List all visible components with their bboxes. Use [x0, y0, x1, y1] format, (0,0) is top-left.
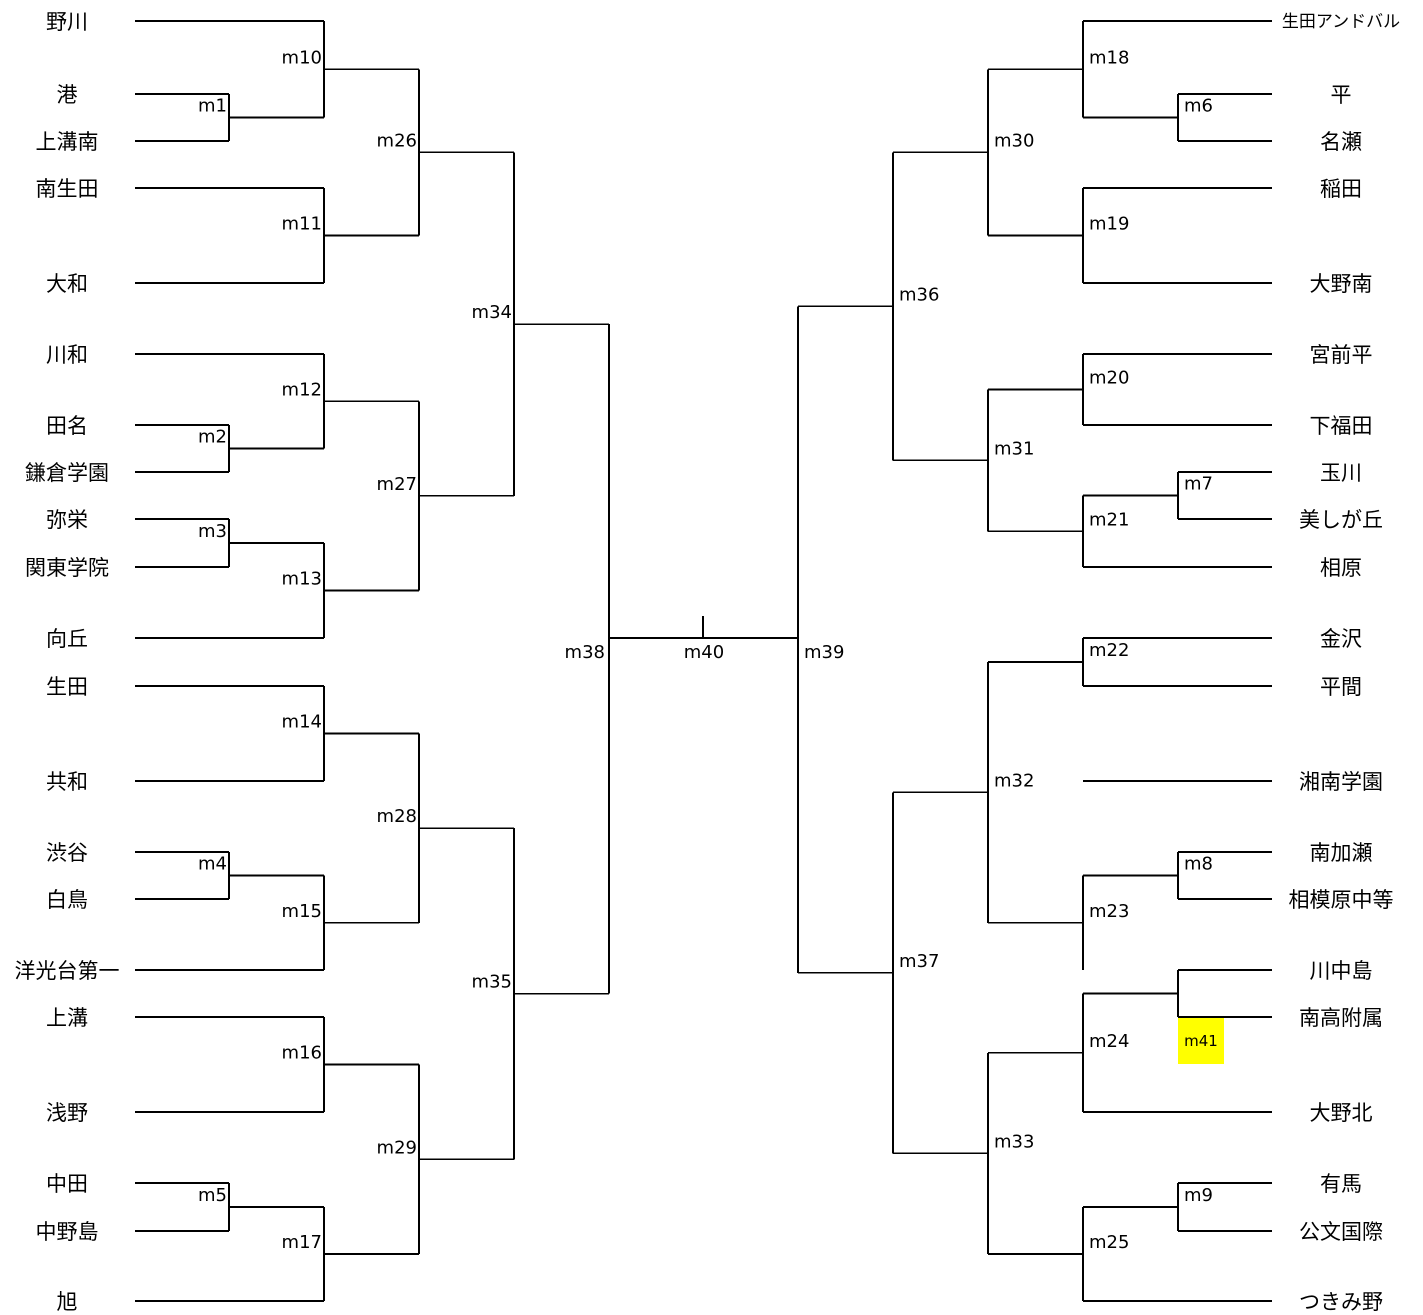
match-label-m41: m41: [1184, 1032, 1218, 1050]
match-label-m27: m27: [377, 474, 417, 495]
team-name-right: 金沢: [1320, 627, 1362, 651]
match-label-m16: m16: [282, 1043, 322, 1064]
team-name-right: 生田アンドバル: [1282, 12, 1400, 32]
team-name-left: 大和: [46, 272, 88, 296]
match-label-m30: m30: [994, 130, 1034, 151]
match-label-m36: m36: [899, 284, 939, 305]
team-name-left: 向丘: [46, 627, 88, 651]
team-name-right: 南加瀬: [1310, 841, 1373, 865]
match-label-m20: m20: [1089, 368, 1129, 389]
match-label-m26: m26: [377, 130, 417, 151]
bracket-labels: 野川港上溝南南生田大和川和田名鎌倉学園弥栄関東学院向丘生田共和渋谷白鳥洋光台第一…: [15, 10, 1401, 1314]
team-name-left: 旭: [57, 1290, 78, 1314]
team-name-left: 南生田: [36, 177, 99, 201]
team-name-right: 宮前平: [1310, 343, 1373, 367]
match-label-m21: m21: [1089, 509, 1129, 530]
team-name-right: 川中島: [1310, 959, 1373, 983]
team-name-left: 弥栄: [46, 508, 88, 532]
team-name-right: 平間: [1320, 675, 1362, 699]
match-label-m39: m39: [804, 642, 844, 663]
team-name-right: 公文国際: [1299, 1220, 1383, 1244]
team-name-left: 渋谷: [46, 841, 88, 865]
team-name-right: 美しが丘: [1299, 508, 1383, 532]
team-name-right: 稲田: [1320, 177, 1362, 201]
match-label-m40: m40: [684, 642, 724, 663]
match-label-m25: m25: [1089, 1232, 1129, 1253]
match-label-m28: m28: [377, 806, 417, 827]
match-label-m6: m6: [1184, 96, 1213, 117]
team-name-right: 大野南: [1310, 272, 1373, 296]
match-label-m9: m9: [1184, 1185, 1213, 1206]
team-name-left: 川和: [46, 343, 88, 367]
team-name-right: 南高附属: [1299, 1006, 1383, 1030]
match-label-m14: m14: [282, 712, 322, 733]
team-name-left: 関東学院: [25, 556, 109, 580]
match-label-m11: m11: [282, 214, 322, 235]
match-label-m8: m8: [1184, 854, 1213, 875]
team-name-right: 有馬: [1320, 1172, 1362, 1196]
match-label-m12: m12: [282, 379, 322, 400]
team-name-left: 中野島: [36, 1220, 99, 1244]
match-label-m34: m34: [472, 302, 512, 323]
team-name-left: 生田: [46, 675, 88, 699]
match-label-m7: m7: [1184, 474, 1213, 495]
match-label-m17: m17: [282, 1232, 322, 1253]
team-name-right: 玉川: [1320, 461, 1362, 485]
match-label-m29: m29: [377, 1137, 417, 1158]
match-label-m31: m31: [994, 438, 1034, 459]
team-name-right: つきみ野: [1299, 1290, 1383, 1314]
match-label-m24: m24: [1089, 1031, 1129, 1052]
team-name-right: 相原: [1320, 556, 1362, 580]
match-label-m4: m4: [198, 854, 227, 875]
team-name-right: 名瀬: [1320, 130, 1362, 154]
match-label-m37: m37: [899, 951, 939, 972]
match-label-m18: m18: [1089, 47, 1129, 68]
match-label-m10: m10: [282, 47, 322, 68]
team-name-left: 白鳥: [46, 888, 88, 912]
team-name-left: 共和: [46, 770, 88, 794]
team-name-left: 上溝: [46, 1006, 88, 1030]
team-name-left: 田名: [46, 414, 88, 438]
team-name-left: 上溝南: [36, 130, 99, 154]
match-label-m19: m19: [1089, 214, 1129, 235]
team-name-left: 洋光台第一: [15, 959, 120, 983]
match-label-m15: m15: [282, 901, 322, 922]
match-label-m3: m3: [198, 521, 227, 542]
team-name-left: 中田: [46, 1172, 88, 1196]
team-name-left: 浅野: [46, 1101, 88, 1125]
match-label-m32: m32: [994, 770, 1034, 791]
match-label-m38: m38: [565, 642, 605, 663]
team-name-right: 大野北: [1310, 1101, 1373, 1125]
team-name-right: 平: [1331, 83, 1352, 107]
match-label-m2: m2: [198, 427, 227, 448]
team-name-right: 湘南学園: [1299, 770, 1383, 794]
team-name-left: 野川: [46, 10, 88, 34]
match-label-m22: m22: [1089, 640, 1129, 661]
team-name-right: 下福田: [1310, 414, 1373, 438]
match-label-m35: m35: [472, 972, 512, 993]
match-label-m13: m13: [282, 569, 322, 590]
match-label-m23: m23: [1089, 901, 1129, 922]
team-name-right: 相模原中等: [1289, 888, 1394, 912]
match-label-m5: m5: [198, 1185, 227, 1206]
match-label-m1: m1: [198, 96, 227, 117]
team-name-left: 港: [57, 83, 78, 107]
match-label-m33: m33: [994, 1131, 1034, 1152]
team-name-left: 鎌倉学園: [25, 461, 109, 485]
